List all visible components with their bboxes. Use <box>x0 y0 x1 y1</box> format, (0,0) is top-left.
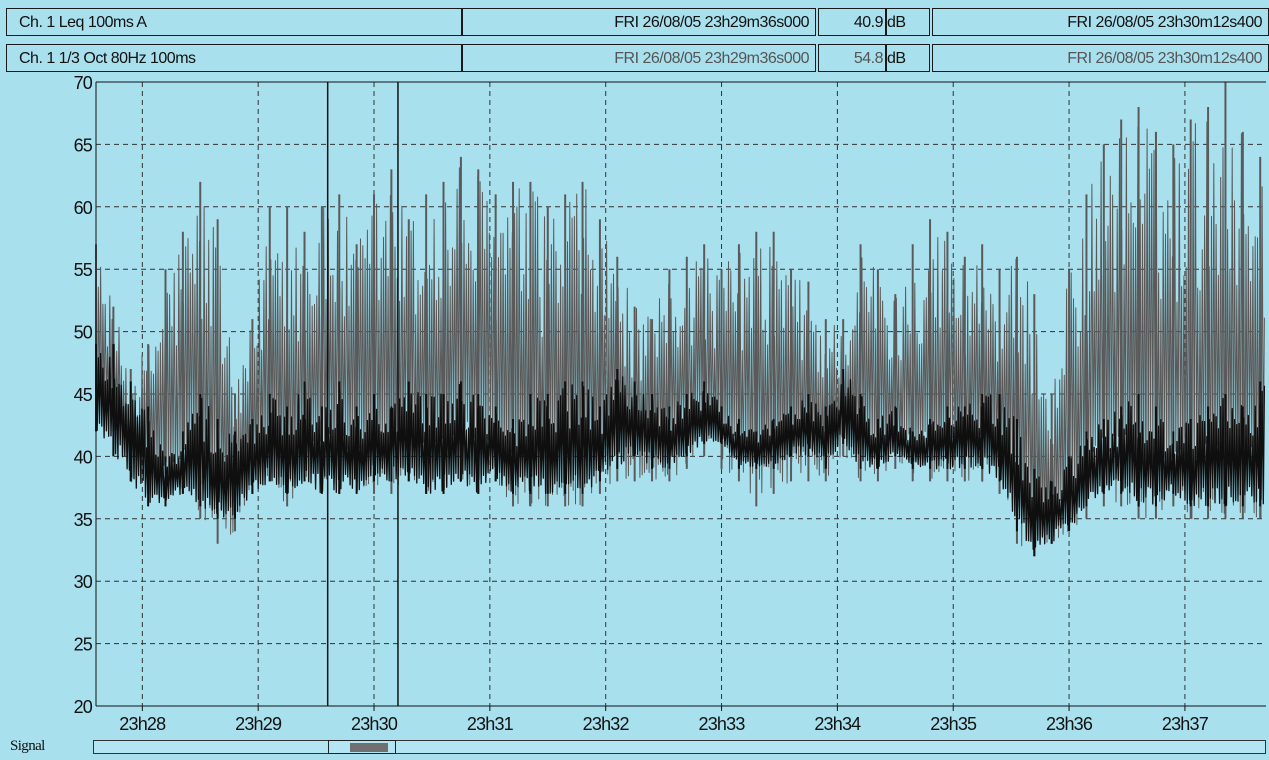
cursor-window[interactable] <box>328 740 396 754</box>
x-tick-label: 23h37 <box>1162 714 1209 734</box>
signal-label: Signal <box>10 738 45 754</box>
series-trace <box>95 121 1265 547</box>
cursor1-timestamp: FRI 26/08/05 23h29m36s000 <box>462 8 816 36</box>
x-tick-label: 23h31 <box>467 714 514 734</box>
y-tick-label: 70 <box>74 73 93 93</box>
x-tick-label: 23h34 <box>814 714 861 734</box>
y-tick-label: 25 <box>74 635 93 655</box>
y-tick-label: 50 <box>74 323 93 343</box>
x-tick-label: 23h30 <box>351 714 398 734</box>
y-tick-label: 40 <box>74 447 93 467</box>
series-trace <box>95 352 1266 551</box>
y-tick-label: 60 <box>74 198 93 218</box>
scroll-thumb[interactable] <box>350 743 388 752</box>
channel-name: Ch. 1 1/3 Oct 80Hz 100ms <box>6 44 462 72</box>
cursor1-timestamp: FRI 26/08/05 23h29m36s000 <box>462 44 816 72</box>
y-tick-label: 65 <box>74 135 93 155</box>
axes: 20 25 30 35 40 45 50 55 60 65 70 23h28 23h29 23h30 23h… <box>74 73 1266 734</box>
cursor-layer[interactable] <box>326 82 399 706</box>
x-tick-label: 23h35 <box>930 714 977 734</box>
channel-name: Ch. 1 Leq 100ms A <box>6 8 462 36</box>
y-tick-label: 55 <box>74 260 93 280</box>
x-tick-label: 23h36 <box>1046 714 1093 734</box>
x-tick-label: 23h32 <box>583 714 630 734</box>
y-tick-label: 45 <box>74 385 93 405</box>
series-layer <box>95 82 1266 557</box>
x-tick-label: 23h28 <box>119 714 166 734</box>
y-tick-label: 20 <box>74 697 93 717</box>
level-unit: dB <box>886 44 930 72</box>
y-tick-label: 30 <box>74 572 93 592</box>
series-leq_a <box>95 344 1266 557</box>
y-tick-label: 35 <box>74 510 93 530</box>
signal-scrollbar[interactable] <box>93 740 1266 754</box>
level-unit: dB <box>886 8 930 36</box>
level-time-chart[interactable]: 20 25 30 35 40 45 50 55 60 65 70 23h28 23h29 23h30 23h… <box>0 0 1269 740</box>
x-tick-label: 23h29 <box>235 714 282 734</box>
level-value: 54.8 <box>818 44 886 72</box>
level-value: 40.9 <box>818 8 886 36</box>
x-tick-label: 23h33 <box>699 714 746 734</box>
